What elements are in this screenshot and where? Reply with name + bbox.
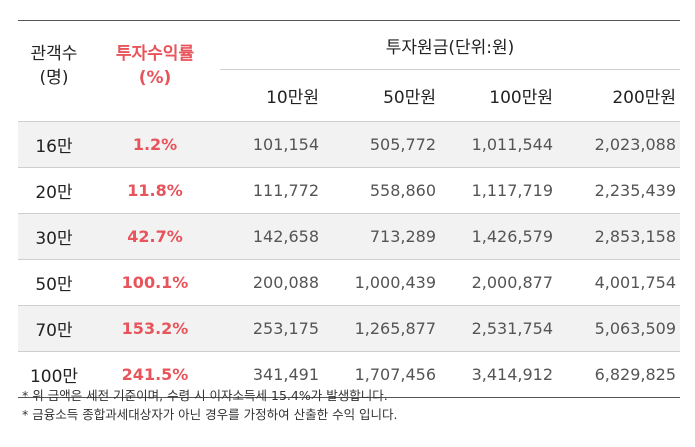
rate-cell: 153.2% [90,305,220,352]
amount-cell: 1,707,456 [323,351,440,398]
audience-cell: 20만 [18,167,90,214]
amount-cell: 142,658 [220,213,323,260]
amount-column-header-50: 50만원 [383,88,436,109]
audience-column-header: 관객수 (명) [18,20,90,122]
footnote-tax: * 위 금액은 세전 기준이며, 수령 시 이자소득세 15.4%가 발생합니다… [22,388,388,403]
rate-cell: 241.5% [90,351,220,398]
table-row: 20만 11.8% 111,772 558,860 1,117,719 2,23… [18,167,681,214]
amount-cell: 2,853,158 [557,213,681,260]
amount-cell: 2,000,877 [440,259,557,306]
audience-cell: 50만 [18,259,90,306]
audience-header-line2: (명) [39,68,69,88]
amount-cell: 6,829,825 [557,351,681,398]
amount-cell: 1,000,439 [323,259,440,306]
table-row: 50만 100.1% 200,088 1,000,439 2,000,877 4… [18,259,681,306]
table-body: 16만 1.2% 101,154 505,772 1,011,544 2,023… [18,121,681,398]
table-row: 100만 241.5% 341,491 1,707,456 3,414,912 … [18,351,681,398]
footnote-assumption: * 금융소득 종합과세대상자가 아닌 경우를 가정하여 산출한 수익 입니다. [22,407,398,422]
amount-cell: 253,175 [220,305,323,352]
amount-cell: 3,414,912 [440,351,557,398]
table-row: 30만 42.7% 142,658 713,289 1,426,579 2,85… [18,213,681,260]
amount-cell: 1,117,719 [440,167,557,214]
footnotes: * 위 금액은 세전 기준이며, 수령 시 이자소득세 15.4%가 발생합니다… [22,386,398,424]
amount-cell: 1,265,877 [323,305,440,352]
amount-cell: 2,235,439 [557,167,681,214]
table-row: 70만 153.2% 253,175 1,265,877 2,531,754 5… [18,305,681,352]
amount-cell: 1,426,579 [440,213,557,260]
returns-table: 관객수 (명) 투자수익률 (%) 투자원금(단위:원) 10만원 50만원 1… [18,19,681,398]
table-header: 관객수 (명) 투자수익률 (%) 투자원금(단위:원) 10만원 50만원 1… [18,19,681,122]
amount-cell: 558,860 [323,167,440,214]
rate-header-line2: (%) [138,68,172,88]
principal-group-header: 투자원금(단위:원) [220,19,681,71]
rate-header-line1: 투자수익률 [115,44,195,64]
amount-cell: 4,001,754 [557,259,681,306]
amount-column-header-10: 10만원 [266,88,319,109]
amount-cell: 505,772 [323,121,440,168]
rate-cell: 11.8% [90,167,220,214]
rate-cell: 1.2% [90,121,220,168]
rate-cell: 42.7% [90,213,220,260]
audience-cell: 30만 [18,213,90,260]
amount-cell: 2,023,088 [557,121,681,168]
amount-cell: 101,154 [220,121,323,168]
amount-cell: 341,491 [220,351,323,398]
amount-column-header-200: 200만원 [612,88,677,109]
audience-header-line1: 관객수 [30,44,78,64]
amount-cell: 111,772 [220,167,323,214]
audience-cell: 70만 [18,305,90,352]
amount-cell: 200,088 [220,259,323,306]
audience-cell: 16만 [18,121,90,168]
amount-cell: 713,289 [323,213,440,260]
returns-table-container: 관객수 (명) 투자수익률 (%) 투자원금(단위:원) 10만원 50만원 1… [18,19,681,398]
amount-cell: 5,063,509 [557,305,681,352]
amount-column-header-100: 100만원 [489,88,553,109]
amount-cell: 2,531,754 [440,305,557,352]
rate-cell: 100.1% [90,259,220,306]
table-row: 16만 1.2% 101,154 505,772 1,011,544 2,023… [18,121,681,168]
amount-cell: 1,011,544 [440,121,557,168]
rate-column-header: 투자수익률 (%) [90,20,220,122]
audience-cell: 100만 [18,351,90,398]
